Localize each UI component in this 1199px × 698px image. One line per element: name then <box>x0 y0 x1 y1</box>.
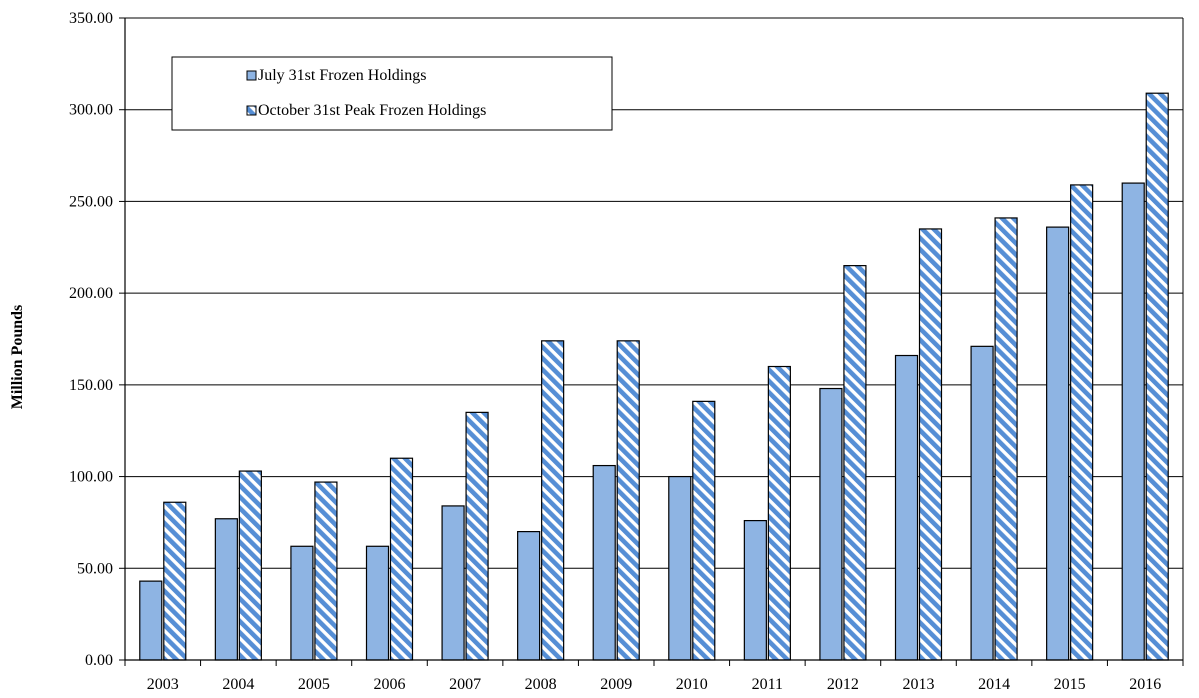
bar-july-2015 <box>1046 226 1070 661</box>
bar-october-2015 <box>1070 184 1094 661</box>
y-tick-label: 100.00 <box>69 469 113 486</box>
legend-label-july: July 31st Frozen Holdings <box>258 67 426 84</box>
bar-july-2009 <box>592 464 616 661</box>
bar-july-2011 <box>743 519 767 661</box>
x-tick-label: 2014 <box>978 676 1010 693</box>
bar-october-2007 <box>465 411 489 661</box>
bar-july-2006 <box>365 545 390 661</box>
bar-july-2005 <box>290 545 314 661</box>
bar-october-2010 <box>692 400 716 661</box>
y-tick-label: 150.00 <box>69 377 113 394</box>
y-tick-label: 200.00 <box>69 285 113 302</box>
y-axis-ticks: 0.00 50.00 100.00 150.00 200.00 250.00 300.00 3… <box>69 10 125 669</box>
bar-october-2005 <box>314 481 338 661</box>
bar-october-2016 <box>1145 92 1169 661</box>
legend-label-october: October 31st Peak Frozen Holdings <box>258 102 486 119</box>
x-tick-label: 2011 <box>752 676 783 693</box>
bar-july-2016 <box>1121 182 1145 661</box>
y-tick-label: 350.00 <box>69 10 113 27</box>
bar-july-2004 <box>214 518 238 661</box>
bar-july-2014 <box>970 345 994 661</box>
bar-october-2011 <box>767 365 791 661</box>
bar-october-2014 <box>994 217 1018 661</box>
x-tick-label: 2004 <box>222 676 254 693</box>
y-tick-label: 50.00 <box>77 560 113 577</box>
x-axis-ticks: 2003 2004 2005 2006 2007 2008 2009 2010 2011 2012… <box>124 660 1184 693</box>
y-tick-label: 300.00 <box>69 102 113 119</box>
x-tick-label: 2010 <box>676 676 708 693</box>
bar-july-2013 <box>894 354 919 661</box>
x-tick-label: 2013 <box>903 676 935 693</box>
bar-october-2009 <box>616 340 640 661</box>
bar-october-2013 <box>918 228 943 661</box>
x-tick-label: 2009 <box>600 676 632 693</box>
bar-july-2008 <box>517 530 541 661</box>
bar-july-2012 <box>819 387 843 661</box>
x-tick-label: 2005 <box>298 676 330 693</box>
y-axis-title: Million Pounds <box>9 305 26 409</box>
bar-october-2004 <box>238 470 262 661</box>
x-tick-label: 2008 <box>525 676 557 693</box>
y-tick-label: 0.00 <box>85 652 113 669</box>
bar-july-2007 <box>441 505 465 661</box>
x-tick-label: 2007 <box>449 676 481 693</box>
bar-july-2003 <box>139 580 163 661</box>
x-tick-label: 2012 <box>827 676 859 693</box>
x-tick-label: 2015 <box>1054 676 1086 693</box>
legend: July 31st Frozen Holdings October 31st P… <box>171 56 613 131</box>
bar-october-2008 <box>541 340 565 661</box>
bars <box>139 92 1169 661</box>
bar-october-2012 <box>843 265 867 661</box>
legend-swatch-july <box>246 70 257 81</box>
y-tick-label: 250.00 <box>69 193 113 210</box>
bar-october-2003 <box>163 501 187 661</box>
x-tick-label: 2006 <box>374 676 406 693</box>
x-tick-label: 2003 <box>147 676 179 693</box>
legend-swatch-october <box>246 105 257 116</box>
bar-october-2006 <box>389 457 414 661</box>
bar-july-2010 <box>668 475 692 661</box>
x-tick-label: 2016 <box>1129 676 1161 693</box>
